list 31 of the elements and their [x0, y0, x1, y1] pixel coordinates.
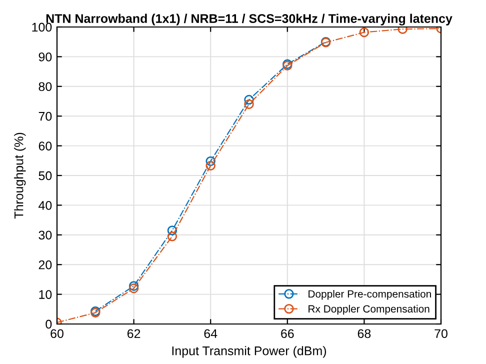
- x-tick-label: 64: [204, 329, 218, 338]
- point: [128, 284, 139, 294]
- y-tick-label: 80: [38, 82, 52, 92]
- x-tick-label: 62: [127, 329, 140, 338]
- y-tick-label: 70: [38, 112, 52, 121]
- point: [244, 99, 254, 110]
- y-tick-label: 60: [38, 142, 52, 150]
- y-tick-label: 20: [38, 260, 52, 270]
- point: [244, 94, 254, 105]
- legend-label: Rx Doppler Compensation: [308, 304, 430, 315]
- y-tick-label: 90: [38, 52, 52, 62]
- y-tick-label: 40: [38, 201, 52, 210]
- x-tick-label: 66: [281, 329, 294, 338]
- x-tick-label: 60: [50, 329, 64, 338]
- x-tick-label: 68: [358, 329, 371, 338]
- point: [128, 281, 139, 291]
- point: [167, 226, 178, 236]
- legend-label: Doppler Pre-compensation: [308, 290, 431, 300]
- y-tick-label: 50: [38, 171, 52, 180]
- line-series: [57, 27, 441, 324]
- y-tick-label: 10: [39, 290, 52, 299]
- y-tick-label: 100: [32, 22, 52, 32]
- y-axis-title: Throughput (%): [14, 132, 26, 219]
- point: [167, 232, 178, 242]
- point: [206, 160, 216, 171]
- y-tick-label: 0: [46, 320, 52, 329]
- point: [359, 27, 370, 38]
- x-axis-title: Input Transmit Power (dBm): [172, 346, 326, 358]
- point: [206, 156, 216, 166]
- y-tick-label: 30: [38, 230, 52, 240]
- x-tick-label: 70: [434, 329, 448, 338]
